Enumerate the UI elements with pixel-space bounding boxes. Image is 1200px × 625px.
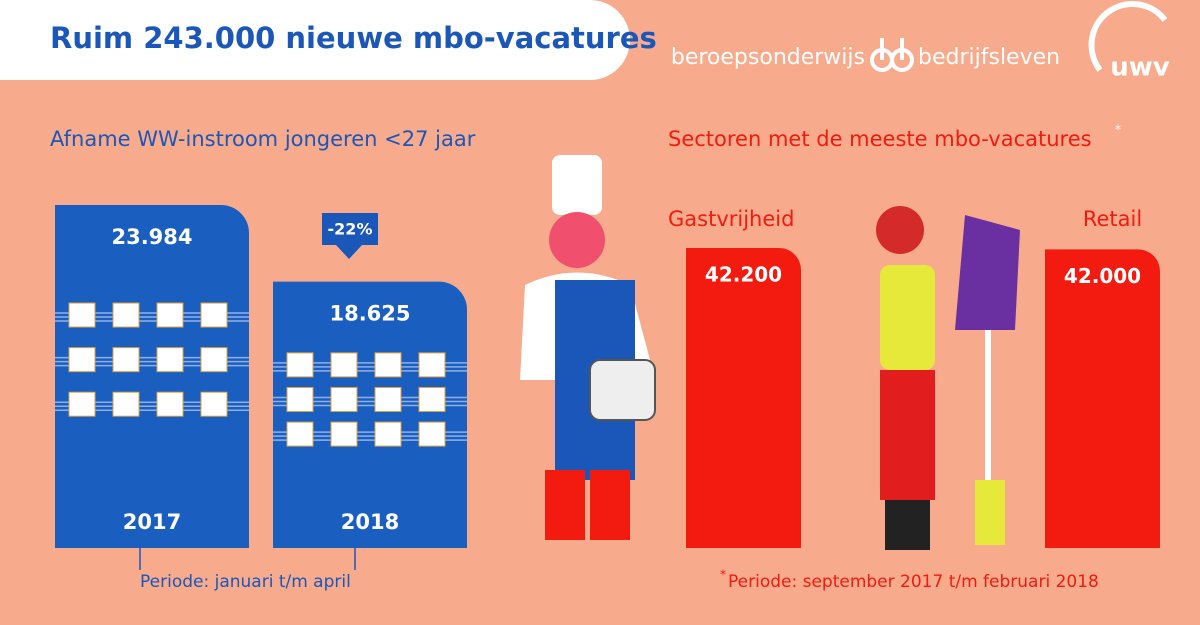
box	[374, 421, 402, 447]
box	[68, 347, 96, 373]
box	[68, 302, 96, 328]
box	[374, 386, 402, 412]
right-note: Periode: september 2017 t/m februari 201…	[728, 572, 1099, 592]
logo-swoosh	[1088, 1, 1168, 72]
logo: uwv	[1110, 53, 1170, 83]
partner-logo	[870, 38, 914, 72]
year-label: 2017	[123, 510, 181, 534]
retail-illustration	[876, 206, 1020, 550]
box	[418, 352, 446, 378]
bar	[1045, 249, 1160, 548]
change-badge	[322, 213, 378, 259]
box	[200, 347, 228, 373]
box	[330, 352, 358, 378]
year-label: 2018	[341, 510, 399, 534]
chef-illustration	[520, 155, 656, 540]
value-label: 42.000	[1064, 264, 1141, 288]
box	[330, 386, 358, 412]
box	[418, 386, 446, 412]
partner-left: beroepsonderwijs	[671, 45, 865, 70]
box	[112, 347, 140, 373]
note-marker: *	[720, 568, 726, 582]
box	[286, 421, 314, 447]
box	[418, 421, 446, 447]
sector-label: Retail	[1083, 207, 1142, 231]
box	[112, 391, 140, 417]
box	[330, 421, 358, 447]
value-label: 18.625	[329, 302, 410, 326]
right-title: Sectoren met de meeste mbo-vacatures	[668, 127, 1092, 151]
box	[374, 352, 402, 378]
left-title: Afname WW-instroom jongeren <27 jaar	[50, 127, 476, 151]
change-label: -22%	[328, 220, 373, 239]
box	[156, 302, 184, 328]
value-label: 42.200	[705, 263, 782, 287]
box	[156, 391, 184, 417]
box	[286, 386, 314, 412]
bar	[55, 205, 249, 548]
box	[112, 302, 140, 328]
title: Ruim 243.000 nieuwe mbo-vacatures	[50, 21, 657, 55]
box	[68, 391, 96, 417]
value-label: 23.984	[111, 225, 192, 249]
title-marker: *	[1115, 123, 1121, 137]
bar	[273, 281, 467, 548]
left-note: Periode: januari t/m april	[140, 572, 351, 592]
partner-right: bedrijfsleven	[918, 45, 1060, 70]
sector-label: Gastvrijheid	[668, 207, 794, 231]
bar	[686, 248, 801, 548]
box	[200, 391, 228, 417]
box	[156, 347, 184, 373]
box	[286, 352, 314, 378]
box	[200, 302, 228, 328]
header-band	[0, 0, 630, 80]
